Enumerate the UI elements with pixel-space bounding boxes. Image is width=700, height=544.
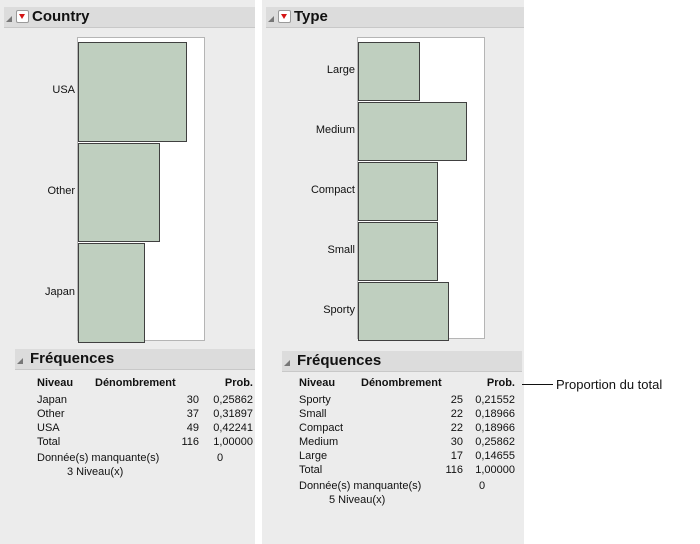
- row-prob: 0,21552: [475, 394, 515, 406]
- category-label-japan: Japan: [45, 285, 75, 298]
- row-count: 17: [450, 450, 463, 462]
- category-label-usa: USA: [52, 84, 75, 97]
- row-count: 116: [181, 436, 199, 448]
- bar-large[interactable]: [358, 42, 420, 101]
- missing-label: Donnée(s) manquante(s): [299, 480, 422, 492]
- row-count: 22: [450, 408, 463, 420]
- column-header-count: Dénombrement: [95, 377, 176, 389]
- column-header-count: Dénombrement: [361, 377, 442, 389]
- country-panel: Country USA Other Japan Fréquences Niveau …: [0, 0, 255, 544]
- country-bar-chart: [77, 37, 205, 343]
- missing-value: 0: [479, 480, 486, 492]
- bar-medium[interactable]: [358, 102, 467, 161]
- red-menu-icon[interactable]: [16, 10, 29, 23]
- category-label-small: Small: [327, 244, 355, 256]
- type-header[interactable]: Type: [266, 7, 524, 28]
- country-frequencies-table: Niveau Dénombrement Prob. Japan 30 0,25862…: [37, 377, 255, 507]
- row-level: Japan: [37, 394, 67, 406]
- country-frequencies-header[interactable]: Fréquences: [15, 349, 255, 370]
- row-prob: 1,00000: [475, 464, 515, 476]
- country-frequencies-title: Fréquences: [30, 350, 115, 367]
- row-level: Medium: [299, 436, 339, 448]
- row-count: 116: [445, 464, 463, 476]
- column-header-prob: Prob.: [486, 377, 515, 389]
- type-frequencies-header[interactable]: Fréquences: [282, 351, 522, 372]
- row-count: 22: [450, 422, 463, 434]
- column-header-level: Niveau: [299, 377, 336, 389]
- row-level: Other: [37, 408, 65, 420]
- row-prob: 0,18966: [475, 422, 515, 434]
- disclosure-triangle-icon[interactable]: [268, 16, 274, 22]
- bar-japan[interactable]: [78, 243, 145, 343]
- category-label-compact: Compact: [310, 184, 355, 196]
- column-header-prob: Prob.: [224, 377, 253, 389]
- missing-value: 0: [217, 452, 224, 464]
- bar-sporty[interactable]: [358, 282, 449, 341]
- row-prob: 0,14655: [475, 450, 515, 462]
- type-panel: Type Large Medium Compact Small Sporty Fréqu…: [262, 0, 524, 544]
- row-count: 37: [186, 408, 199, 420]
- disclosure-triangle-icon[interactable]: [17, 358, 23, 364]
- row-count: 49: [186, 422, 199, 434]
- row-prob: 1,00000: [213, 436, 253, 448]
- disclosure-triangle-icon[interactable]: [6, 16, 12, 22]
- type-frequencies-table: Niveau Dénombrement Prob. Sporty 25 0,2155…: [299, 377, 521, 542]
- levels-count: 3 Niveau(x): [67, 466, 124, 478]
- country-title: Country: [32, 8, 90, 25]
- missing-label: Donnée(s) manquante(s): [37, 452, 160, 464]
- category-label-large: Large: [326, 64, 355, 76]
- row-level: Sporty: [299, 394, 331, 406]
- column-header-level: Niveau: [37, 377, 74, 389]
- row-level: USA: [37, 422, 60, 434]
- row-count: 30: [450, 436, 463, 448]
- bar-usa[interactable]: [78, 42, 187, 142]
- row-prob: 0,42241: [213, 422, 253, 434]
- type-frequencies-title: Fréquences: [297, 352, 382, 369]
- row-count: 25: [450, 394, 463, 406]
- row-prob: 0,31897: [213, 408, 253, 420]
- row-prob: 0,18966: [475, 408, 515, 420]
- row-level: Small: [299, 408, 327, 420]
- bar-compact[interactable]: [358, 162, 438, 221]
- disclosure-triangle-icon[interactable]: [284, 360, 290, 366]
- country-header[interactable]: Country: [4, 7, 255, 28]
- category-label-medium: Medium: [315, 124, 355, 136]
- levels-count: 5 Niveau(x): [329, 494, 386, 506]
- bar-small[interactable]: [358, 222, 438, 281]
- category-label-other: Other: [47, 185, 75, 197]
- callout-line: [522, 384, 553, 385]
- row-level: Total: [37, 436, 61, 448]
- bar-other[interactable]: [78, 142, 161, 243]
- row-level: Total: [299, 464, 323, 476]
- red-menu-icon[interactable]: [278, 10, 291, 23]
- row-level: Large: [299, 450, 328, 462]
- type-title: Type: [294, 8, 328, 25]
- type-bar-chart: [357, 37, 485, 341]
- callout-text: Proportion du total: [556, 377, 663, 392]
- category-label-sporty: Sporty: [323, 304, 355, 316]
- row-level: Compact: [299, 422, 344, 434]
- row-prob: 0,25862: [475, 436, 515, 448]
- row-count: 30: [186, 394, 199, 406]
- row-prob: 0,25862: [213, 394, 253, 406]
